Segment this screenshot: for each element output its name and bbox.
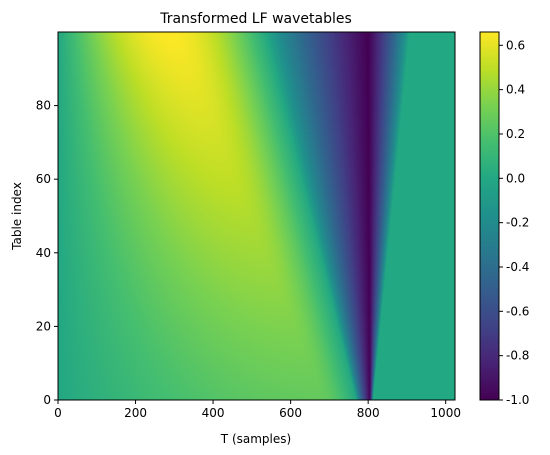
plot-frame bbox=[57, 31, 456, 401]
colorbar-tick-label: -0.4 bbox=[506, 260, 529, 274]
x-tick-label: 200 bbox=[124, 406, 147, 420]
chart-title: Transformed LF wavetables bbox=[159, 11, 352, 27]
y-tick-label: 0 bbox=[43, 393, 51, 407]
colorbar-frame bbox=[479, 31, 500, 401]
colorbar-tick-label: 0.4 bbox=[506, 83, 525, 97]
y-tick-label: 20 bbox=[36, 319, 51, 333]
colorbar-tick-label: -1.0 bbox=[506, 393, 529, 407]
x-tick-label: 800 bbox=[357, 406, 380, 420]
colorbar-tick-label: -0.2 bbox=[506, 216, 529, 230]
x-axis-label: T (samples) bbox=[220, 432, 291, 446]
x-tick-label: 600 bbox=[279, 406, 302, 420]
x-tick-label: 1000 bbox=[430, 406, 461, 420]
y-axis-label: Table index bbox=[10, 182, 24, 251]
y-tick-label: 40 bbox=[36, 246, 51, 260]
colorbar-tick-label: 0.6 bbox=[506, 38, 525, 52]
y-tick-label: 60 bbox=[36, 172, 51, 186]
heatmap-image bbox=[58, 32, 455, 400]
y-tick-label: 80 bbox=[36, 99, 51, 113]
x-tick-label: 0 bbox=[54, 406, 62, 420]
colorbar-tick-label: -0.8 bbox=[506, 349, 529, 363]
x-tick-label: 400 bbox=[202, 406, 225, 420]
colorbar-gradient bbox=[480, 32, 499, 400]
colorbar-ticks: -1.0 -0.8 -0.6 -0.4 -0.2 0.0 0.2 0.4 0.6 bbox=[499, 38, 529, 407]
y-axis-ticks: 0 20 40 60 80 bbox=[36, 99, 58, 407]
colorbar-tick-label: 0.0 bbox=[506, 171, 525, 185]
x-axis-ticks: 0 200 400 600 800 1000 bbox=[54, 400, 461, 420]
colorbar-tick-label: 0.2 bbox=[506, 127, 525, 141]
colorbar-tick-label: -0.6 bbox=[506, 304, 529, 318]
